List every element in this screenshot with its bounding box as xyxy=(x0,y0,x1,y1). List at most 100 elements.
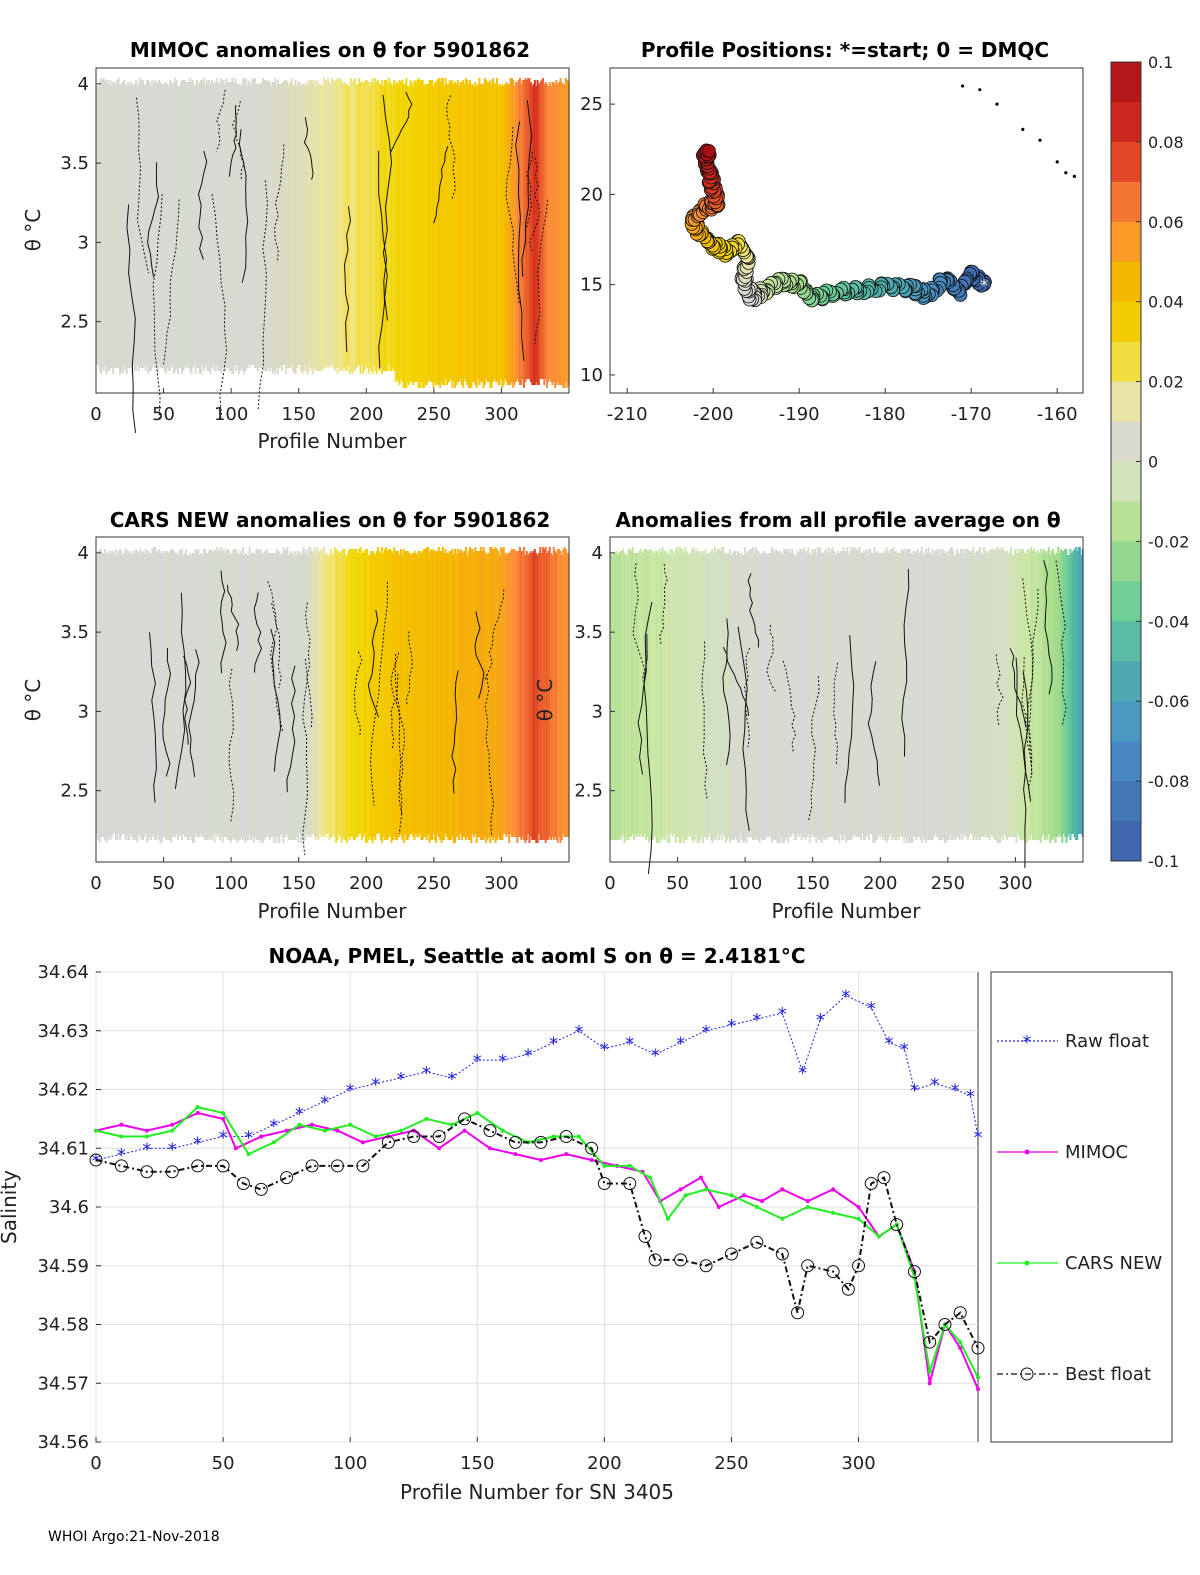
mimoc-profile-column xyxy=(486,82,489,382)
avg-profile-column xyxy=(814,549,817,837)
cars-profile-column xyxy=(339,553,342,837)
mimoc-profile-column xyxy=(232,82,235,374)
cars-profile-column xyxy=(543,549,546,840)
cars-profile-column xyxy=(163,551,166,837)
raw-float-marker: * xyxy=(524,1045,533,1066)
avg-profile-column xyxy=(928,553,931,840)
avg-profile-column xyxy=(760,555,762,837)
legend-label: MIMOC xyxy=(1065,1142,1128,1163)
series-point-marker xyxy=(831,1187,836,1192)
cars-profile-column xyxy=(558,549,561,837)
series-point-marker xyxy=(500,1128,505,1133)
cars-profile-column xyxy=(421,551,424,840)
avg-profile-column xyxy=(615,551,618,840)
avg-contour-line xyxy=(659,563,668,644)
series-point-marker xyxy=(759,1199,764,1204)
mimoc-profile-column xyxy=(437,78,440,385)
raw-float-marker: * xyxy=(346,1081,355,1102)
avg-profile-column xyxy=(1074,547,1077,840)
outlier-position-dot xyxy=(961,84,965,88)
colorbar-tick-label: -0.08 xyxy=(1148,772,1189,791)
cars-ytick-label: 3.5 xyxy=(60,622,89,643)
avg-profile-column xyxy=(815,553,818,843)
avg-profile-column xyxy=(982,547,985,837)
series-point-marker xyxy=(927,1381,932,1386)
avg-contour-line xyxy=(867,661,881,786)
sal-xtick-label: 300 xyxy=(841,1453,875,1474)
cars-profile-column xyxy=(108,551,111,840)
avg-profile-column xyxy=(932,555,935,837)
series-point-marker xyxy=(424,1116,429,1121)
mimoc-profile-column xyxy=(377,80,380,368)
cars-profile-column xyxy=(229,553,232,843)
avg-profile-column xyxy=(1066,555,1069,837)
mimoc-profile-column xyxy=(160,84,163,368)
raw-float-marker: * xyxy=(600,1039,609,1060)
avg-profile-column xyxy=(953,555,956,837)
cars-contour-line xyxy=(162,647,172,777)
mimoc-profile-column xyxy=(528,78,531,379)
avg-profile-column xyxy=(703,553,706,837)
mimoc-profile-column xyxy=(132,86,135,365)
cars-profile-column xyxy=(104,549,107,840)
colorbar-segment xyxy=(1111,62,1141,103)
mimoc-profile-column xyxy=(204,86,207,368)
series-point-marker xyxy=(284,1128,289,1133)
series-point-marker xyxy=(576,1134,581,1139)
mimoc-profile-column xyxy=(196,80,198,368)
sal-ytick-label: 34.56 xyxy=(37,1432,89,1453)
outlier-position-dot xyxy=(1021,127,1025,131)
avg-profile-column xyxy=(765,553,768,837)
avg-profile-column xyxy=(819,547,822,840)
mimoc-contour-line xyxy=(389,91,413,154)
avg-contour-line xyxy=(632,563,646,681)
avg-profile-column xyxy=(1050,551,1053,840)
avg-profile-column xyxy=(612,553,615,840)
avg-profile-column xyxy=(1062,551,1065,834)
mimoc-profile-column xyxy=(159,82,162,368)
cars-profile-column xyxy=(116,555,119,840)
mimoc-profile-column xyxy=(481,84,484,382)
best-float-marker xyxy=(356,1159,370,1173)
series-point-marker xyxy=(221,1111,226,1115)
cars-profile-column xyxy=(382,553,385,837)
avg-profile-column xyxy=(877,553,880,834)
cars-profile-column xyxy=(527,555,530,834)
mimoc-profile-column xyxy=(344,84,347,368)
mimoc-profile-column xyxy=(224,84,227,371)
mimoc-profile-column xyxy=(427,84,430,382)
legend-marker: * xyxy=(1023,1032,1032,1053)
avg-profile-column xyxy=(651,551,654,840)
avg-profile-column xyxy=(661,547,664,840)
cars-profile-column xyxy=(563,547,566,837)
mimoc-profile-column xyxy=(358,78,361,365)
series-point-marker xyxy=(976,1375,980,1380)
sal-xtick-label: 50 xyxy=(212,1453,235,1474)
mimoc-contour-line xyxy=(378,150,388,369)
mimoc-profile-column xyxy=(100,78,103,374)
series-point-marker xyxy=(170,1122,175,1127)
cars-profile-column xyxy=(181,549,184,840)
cars-profile-column xyxy=(316,547,319,837)
avg-profile-column xyxy=(795,555,798,840)
avg-xtick-label: 300 xyxy=(998,873,1032,894)
cars-profile-column xyxy=(325,553,328,834)
avg-xtick-label: 100 xyxy=(728,873,762,894)
cars-profile-column xyxy=(285,549,288,834)
cars-profile-column xyxy=(247,555,250,840)
salinity-panel: NOAA, PMEL, Seattle at aoml S on θ = 2.4… xyxy=(0,944,1173,1504)
cars-profile-column xyxy=(167,553,170,840)
mimoc-profile-column xyxy=(536,80,539,385)
cars-profile-column xyxy=(509,551,512,834)
cars-profile-column xyxy=(250,553,253,840)
series-point-marker xyxy=(144,1134,149,1139)
mimoc-profile-column xyxy=(121,82,124,374)
avg-profile-column xyxy=(955,549,958,837)
avg-profile-column xyxy=(678,547,681,843)
avg-profile-column xyxy=(611,555,614,840)
cars-profile-column xyxy=(429,549,432,840)
cars-profile-column xyxy=(204,549,207,840)
mimoc-profile-column xyxy=(359,82,362,374)
cars-profile-column xyxy=(210,551,213,840)
mimoc-profile-column xyxy=(173,82,175,374)
